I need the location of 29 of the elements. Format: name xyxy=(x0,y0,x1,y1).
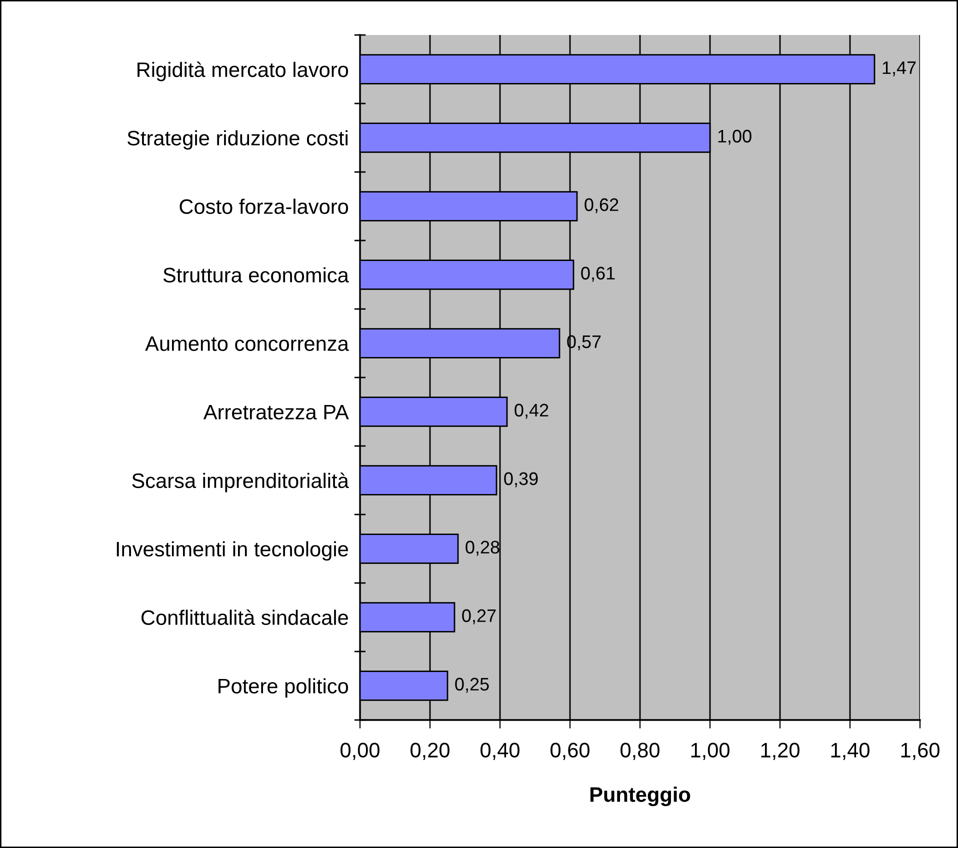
x-tick-label: 0,00 xyxy=(340,742,380,760)
y-tick-label: Conflittualità sindacale xyxy=(142,609,348,626)
y-tick-label: Strategie riduzione costi xyxy=(128,130,348,150)
data-label: 0,39 xyxy=(504,472,538,488)
data-label: 0,25 xyxy=(455,678,489,693)
x-tick-label: 0,60 xyxy=(550,742,590,760)
x-tick-label: 1,40 xyxy=(831,742,870,760)
y-tick-label: Aumento concorrenza xyxy=(145,336,349,352)
y-tick-label: Struttura economica xyxy=(163,267,349,283)
x-tick-label: 1,20 xyxy=(761,742,800,760)
y-tick-label: Potere politico xyxy=(218,678,348,698)
data-label: 0,27 xyxy=(462,609,496,624)
data-label: 0,62 xyxy=(584,198,618,214)
x-tick-label: 1,00 xyxy=(691,742,730,760)
x-axis-title: Punteggio xyxy=(590,786,690,806)
x-tick-label: 1,60 xyxy=(901,742,940,760)
x-tick-label: 0,80 xyxy=(620,742,660,760)
y-tick-label: Rigidità mercato lavoro xyxy=(138,62,348,82)
data-label: 1,00 xyxy=(718,130,752,145)
data-label: 1,47 xyxy=(882,61,916,76)
y-tick-label: Scarsa imprenditorialità xyxy=(132,472,349,492)
data-label: 0,42 xyxy=(514,404,548,419)
x-tick-label: 0,20 xyxy=(410,742,450,760)
data-label: 0,61 xyxy=(581,266,615,282)
y-tick-label: Arretratezza PA xyxy=(203,404,349,420)
y-tick-label: Investimenti in tecnologie xyxy=(116,541,348,561)
y-tick-label: Costo forza-lavoro xyxy=(180,198,348,214)
x-tick-label: 0,40 xyxy=(480,742,520,760)
data-label: 0,28 xyxy=(466,540,500,556)
